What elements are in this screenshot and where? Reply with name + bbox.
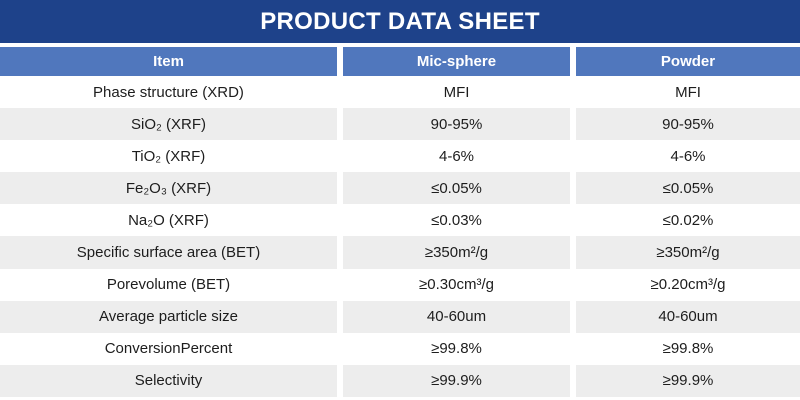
powder-cell: 90-95% (576, 108, 800, 141)
powder-cell: ≥99.9% (576, 364, 800, 397)
mic-sphere-cell: ≤0.05% (343, 172, 570, 205)
mic-sphere-cell: ≤0.03% (343, 204, 570, 237)
mic-sphere-cell: MFI (343, 76, 570, 109)
mic-sphere-cell: 90-95% (343, 108, 570, 141)
mic-sphere-cell: ≥0.30cm³/g (343, 268, 570, 301)
title-divider (0, 43, 800, 47)
table-row-fe2o3: Fe₂O₃ (XRF) ≤0.05% ≤0.05% (0, 172, 800, 205)
mic-sphere-cell: 4-6% (343, 140, 570, 173)
item-cell: Na₂O (XRF) (0, 204, 337, 237)
table-row-na2o: Na₂O (XRF) ≤0.03% ≤0.02% (0, 204, 800, 237)
bottom-margin (0, 397, 800, 400)
mic-sphere-cell: ≥99.8% (343, 332, 570, 365)
item-cell: TiO₂ (XRF) (0, 140, 337, 173)
table-row-average-particle-size: Average particle size 40-60um 40-60um (0, 300, 800, 333)
sheet-title: PRODUCT DATA SHEET (260, 7, 540, 35)
powder-cell: 40-60um (576, 300, 800, 333)
item-cell: Specific surface area (BET) (0, 236, 337, 269)
powder-cell: ≥99.8% (576, 332, 800, 365)
mic-sphere-cell: 40-60um (343, 300, 570, 333)
item-cell: Selectivity (0, 364, 337, 397)
powder-cell: 4-6% (576, 140, 800, 173)
table-row-specific-surface-area: Specific surface area (BET) ≥350m²/g ≥35… (0, 236, 800, 269)
item-cell: Porevolume (BET) (0, 268, 337, 301)
powder-cell: MFI (576, 76, 800, 109)
column-header-powder: Powder (576, 47, 800, 76)
table-row-tio2: TiO₂ (XRF) 4-6% 4-6% (0, 140, 800, 173)
item-cell: ConversionPercent (0, 332, 337, 365)
powder-cell: ≥0.20cm³/g (576, 268, 800, 301)
table-row-conversionpercent: ConversionPercent ≥99.8% ≥99.8% (0, 332, 800, 365)
powder-cell: ≥350m²/g (576, 236, 800, 269)
powder-cell: ≤0.02% (576, 204, 800, 237)
powder-cell: ≤0.05% (576, 172, 800, 205)
table-row-porevolume: Porevolume (BET) ≥0.30cm³/g ≥0.20cm³/g (0, 268, 800, 301)
column-header-mic-sphere: Mic-sphere (343, 47, 570, 76)
column-header-item: Item (0, 47, 337, 76)
table-row-phase-structure: Phase structure (XRD) MFI MFI (0, 76, 800, 109)
mic-sphere-cell: ≥99.9% (343, 364, 570, 397)
mic-sphere-cell: ≥350m²/g (343, 236, 570, 269)
item-cell: Fe₂O₃ (XRF) (0, 172, 337, 205)
table-row-sio2: SiO₂ (XRF) 90-95% 90-95% (0, 108, 800, 141)
table-header-row: Item Mic-sphere Powder (0, 47, 800, 76)
item-cell: Average particle size (0, 300, 337, 333)
item-cell: Phase structure (XRD) (0, 76, 337, 109)
item-cell: SiO₂ (XRF) (0, 108, 337, 141)
sheet-title-bar: PRODUCT DATA SHEET (0, 0, 800, 43)
table-row-selectivity: Selectivity ≥99.9% ≥99.9% (0, 364, 800, 397)
table-body: Phase structure (XRD) MFI MFI SiO₂ (XRF)… (0, 76, 800, 397)
